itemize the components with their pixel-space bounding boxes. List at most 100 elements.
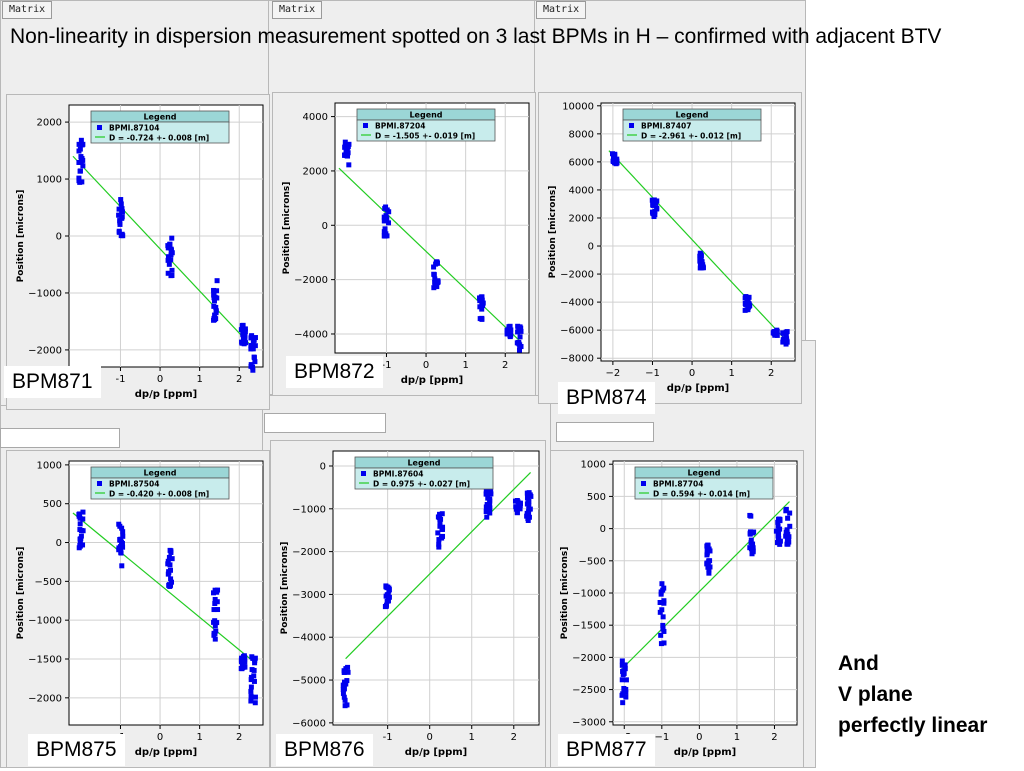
y-tick-label: 6000 xyxy=(569,157,594,168)
v-plane-note: And V plane perfectly linear xyxy=(838,648,987,741)
y-tick-label: −2500 xyxy=(572,685,606,696)
data-point xyxy=(242,655,248,661)
data-point xyxy=(80,528,86,534)
y-axis-label: Position [microns] xyxy=(560,547,570,640)
legend-marker xyxy=(97,125,102,130)
data-point xyxy=(251,678,257,684)
data-point xyxy=(705,542,711,548)
data-point xyxy=(610,158,616,164)
data-point xyxy=(166,261,172,267)
data-point xyxy=(169,235,175,241)
x-axis-label: dp/p [ppm] xyxy=(135,747,198,758)
data-point xyxy=(487,501,493,507)
data-point xyxy=(212,596,218,602)
text-field[interactable] xyxy=(0,428,120,448)
data-point xyxy=(777,541,783,547)
tab-matrix[interactable]: Matrix xyxy=(272,1,323,19)
data-point xyxy=(477,316,483,322)
data-point xyxy=(660,614,666,620)
data-point xyxy=(619,677,625,683)
data-point xyxy=(80,516,86,522)
data-point xyxy=(437,521,443,527)
data-point xyxy=(212,636,218,642)
y-tick-label: 500 xyxy=(587,492,606,503)
tab-matrix[interactable]: Matrix xyxy=(536,1,587,19)
data-point xyxy=(345,153,351,159)
legend-marker xyxy=(363,123,368,128)
data-point xyxy=(167,562,173,568)
text-field[interactable] xyxy=(556,422,654,442)
data-point xyxy=(382,205,388,211)
data-point xyxy=(697,250,703,256)
data-point xyxy=(76,513,82,519)
data-point xyxy=(238,665,244,671)
data-point xyxy=(440,526,446,532)
data-point xyxy=(514,505,520,511)
text-field[interactable] xyxy=(264,413,386,433)
y-tick-label: 4000 xyxy=(303,112,328,123)
data-point xyxy=(773,528,779,534)
data-point xyxy=(483,488,489,494)
x-tick-label: 1 xyxy=(196,374,202,385)
y-tick-label: −4000 xyxy=(294,329,328,340)
y-tick-label: 2000 xyxy=(569,213,594,224)
data-point xyxy=(251,355,257,361)
data-point xyxy=(119,206,125,212)
x-axis-label: dp/p [ppm] xyxy=(135,389,198,400)
data-point xyxy=(623,694,629,700)
x-tick-label: 1 xyxy=(196,732,202,743)
bpm-label: BPM875 xyxy=(28,734,125,766)
data-point xyxy=(487,510,493,516)
data-point xyxy=(212,294,218,300)
x-tick-label: 0 xyxy=(696,732,702,743)
x-tick-label: 2 xyxy=(771,732,777,743)
tab-matrix[interactable]: Matrix xyxy=(2,1,53,19)
data-point xyxy=(707,564,713,570)
data-point xyxy=(76,175,82,181)
data-point xyxy=(252,359,258,365)
legend-fit-label: D = -2.961 +- 0.012 [m] xyxy=(641,132,741,141)
data-point xyxy=(743,294,749,300)
data-point xyxy=(168,257,174,263)
data-point xyxy=(242,332,248,338)
data-point xyxy=(252,335,258,341)
legend-body xyxy=(354,467,494,490)
scatter-plot-bpm871: -1 0 1 2 2000 1000 0 −1000 −2000 dp/p [ppm] Positi… xyxy=(16,104,264,400)
x-tick-label: 2 xyxy=(768,368,774,379)
data-point xyxy=(250,343,256,349)
data-point xyxy=(166,582,172,588)
y-axis-label: Position [microns] xyxy=(282,182,292,275)
y-tick-label: −4000 xyxy=(560,298,594,309)
data-point xyxy=(212,601,218,607)
data-point xyxy=(249,333,255,339)
data-point xyxy=(117,537,123,543)
data-point xyxy=(340,690,346,696)
data-point xyxy=(623,677,629,683)
data-point xyxy=(743,301,749,307)
data-point xyxy=(80,509,86,515)
data-point xyxy=(169,272,175,278)
data-point xyxy=(165,243,171,249)
x-axis-label: dp/p [ppm] xyxy=(405,747,468,758)
data-point xyxy=(622,662,628,668)
y-tick-label: 2000 xyxy=(37,118,62,129)
data-point xyxy=(780,339,786,345)
slide-title: Non-linearity in dispersion measurement … xyxy=(10,25,942,48)
data-point xyxy=(248,677,254,683)
data-point xyxy=(79,179,85,185)
legend-title: Legend xyxy=(675,111,708,120)
data-point xyxy=(214,288,220,294)
data-point xyxy=(211,287,217,293)
data-point xyxy=(76,141,82,147)
data-point xyxy=(166,570,172,576)
data-point xyxy=(748,513,754,519)
data-point xyxy=(214,278,220,284)
legend-body xyxy=(356,119,496,142)
data-point xyxy=(345,664,351,670)
data-point xyxy=(345,669,351,675)
data-point xyxy=(118,233,124,239)
y-tick-label: 1000 xyxy=(581,460,606,471)
y-tick-label: 0 xyxy=(56,232,62,243)
